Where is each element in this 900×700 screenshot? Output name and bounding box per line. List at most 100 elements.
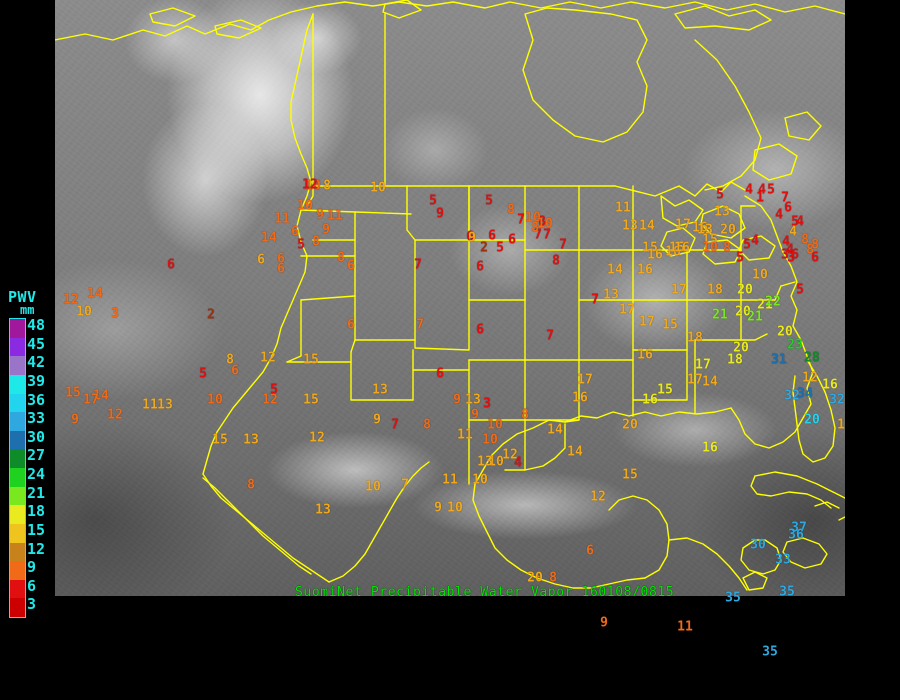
pwv-station-value: 6 bbox=[347, 258, 355, 274]
legend-tick-27: 27 bbox=[27, 446, 46, 465]
legend-tick-15: 15 bbox=[27, 520, 46, 539]
legend-title: PWV bbox=[8, 288, 37, 306]
pwv-station-value: 6 bbox=[277, 261, 285, 277]
pwv-station-value: 8 bbox=[801, 232, 809, 248]
pwv-station-value: 15 bbox=[657, 382, 673, 398]
pwv-station-value-offmap: 9 bbox=[600, 615, 608, 631]
pwv-station-value: 8 bbox=[247, 477, 255, 493]
pwv-station-value: 6 bbox=[277, 251, 285, 267]
pwv-station-value: 3 bbox=[787, 250, 795, 266]
legend-tick-labels: 48 45 42 39 36 33 30 27 24 21 18 15 12 9 6 3 bbox=[27, 312, 55, 616]
pwv-station-value: 18 bbox=[727, 352, 743, 368]
pwv-station-value: 14 bbox=[567, 444, 583, 460]
pwv-station-value: 16 bbox=[637, 347, 653, 363]
pwv-station-value: 20 bbox=[733, 340, 749, 356]
pwv-station-value: 6 bbox=[466, 229, 474, 245]
pwv-station-value: 18 bbox=[687, 330, 703, 346]
legend-swatch-21 bbox=[10, 486, 25, 506]
pwv-station-value: 30 bbox=[750, 537, 766, 553]
pwv-station-value: 13 bbox=[243, 432, 259, 448]
legend-color-strip bbox=[9, 318, 26, 618]
pwv-station-value: 16 bbox=[665, 244, 681, 260]
legend-tick-3: 3 bbox=[27, 595, 37, 614]
pwv-station-value: 12 bbox=[302, 177, 318, 193]
pwv-station-value: 15 bbox=[303, 392, 319, 408]
pwv-station-value: 15 bbox=[642, 240, 658, 256]
pwv-station-value: 34 bbox=[797, 386, 813, 402]
pwv-station-value: 8 bbox=[323, 178, 331, 194]
pwv-station-value: 11 bbox=[615, 200, 631, 216]
pwv-station-value: 4 bbox=[782, 234, 790, 250]
pwv-station-value: 7 bbox=[391, 417, 399, 433]
pwv-station-value: 1 bbox=[756, 190, 764, 206]
pwv-station-value: 10 bbox=[488, 454, 504, 470]
pwv-station-value: 7 bbox=[559, 237, 567, 253]
product-name: SuomiNet Precipitable Water Vapor bbox=[295, 585, 574, 596]
pwv-station-value-offmap: 35 bbox=[725, 590, 741, 606]
pwv-station-value: 10 bbox=[297, 198, 313, 214]
pwv-station-value: 14 bbox=[639, 218, 655, 234]
pwv-station-value: 12 bbox=[590, 489, 606, 505]
pwv-station-value: 10 bbox=[365, 479, 381, 495]
pwv-station-value: 12 bbox=[837, 417, 845, 433]
pwv-station-value: 5 bbox=[716, 187, 724, 203]
pwv-station-value: 6 bbox=[436, 366, 444, 382]
pwv-station-value: 8 bbox=[552, 253, 560, 269]
pwv-station-value: 9 bbox=[468, 230, 476, 246]
pwv-station-value: 15 bbox=[622, 467, 638, 483]
pwv-station-value: 12 bbox=[502, 447, 518, 463]
pwv-station-value: 21 bbox=[757, 297, 773, 313]
pwv-station-value: 17 bbox=[675, 217, 691, 233]
pwv-station-value: 7 bbox=[591, 292, 599, 308]
pwv-station-value: 10 bbox=[370, 180, 386, 196]
pwv-station-value: 20 bbox=[720, 222, 736, 238]
pwv-station-value: 8 bbox=[538, 214, 546, 230]
pwv-station-value: 14 bbox=[547, 422, 563, 438]
pwv-station-value: 31 bbox=[771, 352, 787, 368]
pwv-station-value: 13 bbox=[714, 204, 730, 220]
pwv-station-value: 5 bbox=[297, 237, 305, 253]
pwv-station-value: 6 bbox=[586, 543, 594, 559]
pwv-station-value: 2 bbox=[480, 240, 488, 256]
legend-swatch-36 bbox=[10, 393, 25, 413]
pwv-station-value: 21 bbox=[712, 307, 728, 323]
pwv-station-value-layer: 10 8 12 10 10 5 5 11 9 11 9 7 8 14 6 9 6 6 7 7 5 8 6 2 5 6 6 8 7 8 6 6 6… bbox=[55, 0, 845, 597]
pwv-station-value: 7 bbox=[534, 227, 542, 243]
legend-swatch-9 bbox=[10, 561, 25, 580]
pwv-station-value: 5 bbox=[767, 182, 775, 198]
pwv-station-value: 9 bbox=[71, 412, 79, 428]
pwv-station-value: 10 bbox=[472, 472, 488, 488]
pwv-station-value: 13 bbox=[465, 392, 481, 408]
pwv-station-value: 10 bbox=[537, 216, 553, 232]
legend-units-label: mm bbox=[20, 303, 35, 317]
satellite-map-panel[interactable]: 10 8 12 10 10 5 5 11 9 11 9 7 8 14 6 9 6 6 7 7 5 8 6 2 5 6 6 8 7 8 6 6 6… bbox=[55, 0, 845, 596]
pwv-station-value: 17 bbox=[639, 314, 655, 330]
pwv-station-value: 4 bbox=[796, 214, 804, 230]
pwv-station-value: 8 bbox=[423, 417, 431, 433]
product-caption: SuomiNet Precipitable Water Vapor 160108… bbox=[295, 585, 674, 596]
pwv-station-value: 6 bbox=[231, 363, 239, 379]
pwv-station-value: 16 bbox=[702, 440, 718, 456]
legend-swatch-6 bbox=[10, 579, 25, 599]
pwv-station-value: 20 bbox=[777, 324, 793, 340]
pwv-station-value: 7 bbox=[781, 190, 789, 206]
pwv-station-value: 8 bbox=[312, 234, 320, 250]
pwv-station-value: 4 bbox=[514, 455, 522, 471]
pwv-station-value: 5 bbox=[496, 240, 504, 256]
pwv-station-value: 13 bbox=[372, 382, 388, 398]
pwv-station-value: 15 bbox=[702, 232, 718, 248]
legend-swatch-24 bbox=[10, 468, 25, 487]
pwv-station-value: 10 bbox=[752, 267, 768, 283]
pwv-station-value: 5 bbox=[199, 366, 207, 382]
pwv-station-value: 15 bbox=[65, 385, 81, 401]
pwv-station-value: 3 bbox=[111, 306, 119, 322]
legend-swatch-48 bbox=[10, 319, 25, 338]
pwv-colorbar-legend: PWV mm 48 45 42 39 36 33 30 27 24 21 18 15 12 9 6 3 bbox=[0, 288, 55, 628]
pwv-station-value: 16 bbox=[572, 390, 588, 406]
legend-tick-45: 45 bbox=[27, 334, 46, 353]
pwv-station-value: 6 bbox=[257, 252, 265, 268]
pwv-station-value: 23 bbox=[787, 337, 803, 353]
pwv-station-value: 10 bbox=[207, 392, 223, 408]
pwv-station-value: 16 bbox=[822, 377, 838, 393]
pwv-station-value: 6 bbox=[476, 322, 484, 338]
